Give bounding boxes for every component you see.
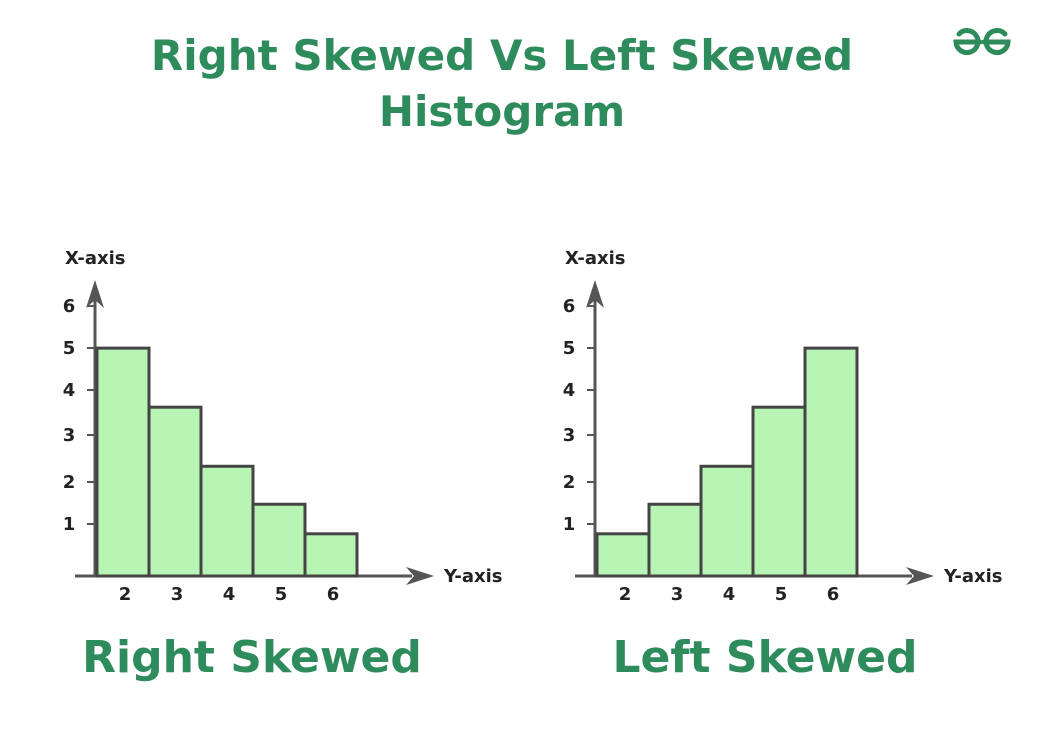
right-skewed-histogram: 1 2 3 4 5 6 2 3 4 5 6 X-axis Y-axis bbox=[63, 248, 503, 605]
x-tick-label: 5 bbox=[775, 584, 788, 605]
histogram-bar bbox=[303, 532, 359, 578]
title-line-1: Right Skewed Vs Left Skewed bbox=[150, 31, 854, 80]
left-skewed-caption: Left Skewed bbox=[612, 632, 918, 683]
y-tick-label: 6 bbox=[63, 296, 76, 317]
y-tick-label: 3 bbox=[563, 425, 576, 446]
y-axis-arrow bbox=[586, 280, 604, 308]
histogram-bar bbox=[595, 532, 651, 578]
x-tick-label: 3 bbox=[671, 584, 684, 605]
x-tick-label: 6 bbox=[827, 584, 840, 605]
y-axis-arrow bbox=[86, 280, 104, 308]
x-tick-label: 2 bbox=[619, 584, 632, 605]
x-axis-title: Y-axis bbox=[943, 566, 1003, 587]
y-tick-label: 3 bbox=[63, 425, 76, 446]
x-tick-label: 6 bbox=[327, 584, 340, 605]
left-skewed-histogram: 1 2 3 4 5 6 2 3 4 5 6 X-axis Y-axis bbox=[563, 248, 1003, 605]
x-axis-title: Y-axis bbox=[443, 566, 503, 587]
histogram-bar bbox=[147, 405, 203, 578]
x-axis-arrow bbox=[906, 567, 934, 585]
histogram-bar bbox=[251, 502, 307, 578]
y-tick-label: 5 bbox=[563, 338, 576, 359]
right-skewed-caption: Right Skewed bbox=[82, 632, 422, 683]
x-tick-label: 4 bbox=[223, 584, 236, 605]
y-axis-title: X-axis bbox=[565, 248, 626, 269]
histogram-bar bbox=[199, 464, 255, 578]
histogram-bar bbox=[647, 502, 703, 578]
y-tick-label: 1 bbox=[63, 514, 76, 535]
y-tick-label: 4 bbox=[63, 380, 76, 401]
y-tick-label: 4 bbox=[563, 380, 576, 401]
y-tick-label: 2 bbox=[563, 472, 576, 493]
gfg-logo-icon bbox=[953, 28, 1011, 56]
y-tick-label: 1 bbox=[563, 514, 576, 535]
y-axis-title: X-axis bbox=[65, 248, 126, 269]
title-line-2: Histogram bbox=[378, 87, 626, 136]
x-tick-label: 3 bbox=[171, 584, 184, 605]
histogram-bar bbox=[751, 405, 807, 578]
histogram-bar bbox=[699, 464, 755, 578]
y-tick-label: 6 bbox=[563, 296, 576, 317]
x-tick-label: 5 bbox=[275, 584, 288, 605]
y-tick-label: 5 bbox=[63, 338, 76, 359]
x-tick-label: 2 bbox=[119, 584, 132, 605]
page-title: Right Skewed Vs Left Skewed Histogram bbox=[0, 28, 1004, 140]
histogram-bar bbox=[803, 346, 859, 578]
y-tick-label: 2 bbox=[63, 472, 76, 493]
histogram-bar bbox=[95, 346, 151, 578]
x-axis-arrow bbox=[406, 567, 434, 585]
x-tick-label: 4 bbox=[723, 584, 736, 605]
